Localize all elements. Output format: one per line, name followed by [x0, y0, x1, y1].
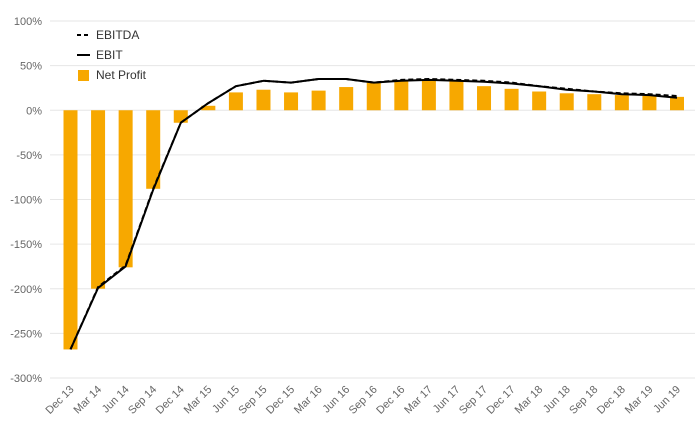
- x-tick-label: Sep 18: [567, 384, 600, 417]
- grid-lines: [50, 20, 695, 379]
- x-tick-label: Sep 15: [236, 384, 269, 417]
- y-tick-label: -300%: [10, 373, 42, 385]
- legend-label-ebitda: EBITDA: [96, 28, 139, 42]
- x-tick-label: Dec 14: [154, 384, 187, 417]
- x-tick-label: Dec 13: [43, 384, 76, 417]
- x-tick-label: Dec 17: [485, 384, 518, 417]
- line-series: [69, 78, 678, 350]
- y-axis-ticks: 100% 50% 0% -50% -100% -150% -200% -250% -300%: [10, 16, 42, 385]
- x-tick-label: Mar 18: [513, 384, 546, 417]
- x-tick-label: Jun 16: [320, 384, 352, 416]
- bar-net-profit: [201, 105, 216, 111]
- bar-net-profit: [421, 79, 436, 111]
- x-tick-label: Jun 19: [651, 384, 683, 416]
- x-tick-label: Mar 15: [182, 384, 215, 417]
- x-tick-label: Mar 19: [623, 384, 656, 417]
- bar-net-profit: [173, 110, 188, 123]
- bar-net-profit: [91, 110, 106, 289]
- x-tick-label: Dec 15: [264, 384, 297, 417]
- y-tick-label: -200%: [10, 284, 42, 296]
- x-tick-label: Dec 18: [595, 384, 628, 417]
- x-tick-label: Jun 18: [541, 384, 573, 416]
- legend: EBITDA EBIT Net Profit: [77, 28, 147, 82]
- line-ebitda: [69, 78, 678, 350]
- y-tick-label: 50%: [20, 61, 42, 73]
- x-tick-label: Mar 14: [71, 384, 104, 417]
- bar-net-profit: [642, 95, 657, 111]
- x-tick-label: Mar 17: [402, 384, 435, 417]
- y-tick-label: -50%: [16, 150, 42, 162]
- y-tick-label: -150%: [10, 239, 42, 251]
- legend-label-net-profit: Net Profit: [96, 68, 147, 82]
- x-tick-label: Sep 17: [457, 384, 490, 417]
- bar-net-profit: [670, 96, 684, 111]
- bar-net-profit: [311, 90, 326, 111]
- x-tick-label: Jun 17: [431, 384, 463, 416]
- bar-net-profit: [532, 91, 547, 111]
- x-tick-label: Sep 16: [347, 384, 380, 417]
- legend-item-ebit: EBIT: [77, 48, 123, 62]
- bar-net-profit: [146, 110, 161, 189]
- bar-net-profit: [284, 92, 299, 111]
- legend-label-ebit: EBIT: [96, 48, 123, 62]
- bar-net-profit: [504, 88, 519, 111]
- bar-net-profit: [394, 80, 409, 111]
- bar-net-profit: [366, 82, 381, 111]
- bar-net-profit: [339, 87, 354, 111]
- bar-net-profit: [477, 86, 492, 111]
- y-tick-label: 0%: [26, 105, 42, 117]
- bar-net-profit: [614, 95, 629, 111]
- bar-net-profit: [559, 93, 574, 111]
- y-tick-label: -100%: [10, 195, 42, 207]
- y-tick-label: 100%: [14, 16, 42, 28]
- x-tick-label: Sep 14: [126, 384, 159, 417]
- bar-net-profit: [228, 92, 243, 111]
- legend-swatch-net-profit: [78, 70, 89, 81]
- x-tick-label: Dec 16: [374, 384, 407, 417]
- y-tick-label: -250%: [10, 328, 42, 340]
- x-tick-label: Jun 15: [210, 384, 242, 416]
- legend-item-ebitda: EBITDA: [77, 28, 139, 42]
- bar-net-profit: [118, 110, 133, 268]
- x-tick-label: Mar 16: [292, 384, 325, 417]
- bar-net-profit: [449, 80, 464, 111]
- bar-net-profit: [63, 110, 78, 350]
- line-ebit: [69, 78, 678, 350]
- bar-net-profit: [256, 89, 271, 111]
- bar-series: [63, 79, 684, 350]
- bar-net-profit: [587, 94, 602, 111]
- x-tick-label: Jun 14: [100, 384, 132, 416]
- legend-item-net-profit: Net Profit: [78, 68, 147, 82]
